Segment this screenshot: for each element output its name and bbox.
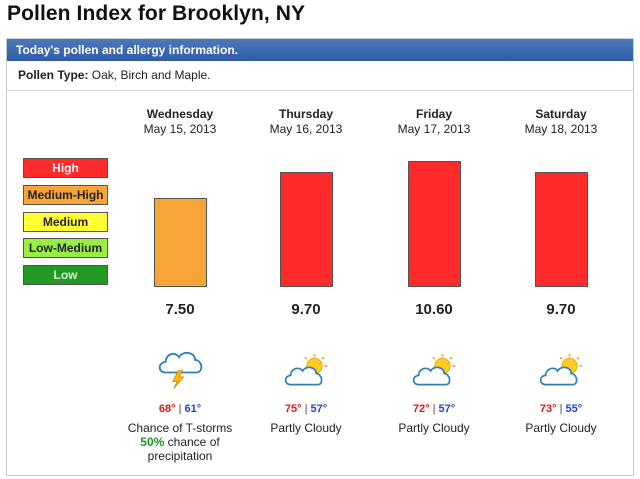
precip-text: chance of bbox=[164, 435, 220, 449]
weather-icon bbox=[537, 354, 585, 393]
legend-medium: Medium bbox=[23, 212, 108, 232]
day-header: Thursday May 16, 2013 bbox=[246, 107, 366, 136]
high-temp: 73° bbox=[539, 403, 557, 415]
condition-text: Chance of T-storms bbox=[127, 421, 233, 435]
partly-cloudy-icon bbox=[282, 354, 330, 388]
day-name: Thursday bbox=[278, 107, 333, 121]
low-temp: 61° bbox=[184, 403, 202, 415]
pollen-type-row: Pollen Type: Oak, Birch and Maple. bbox=[7, 61, 633, 91]
thunderstorm-icon bbox=[155, 347, 205, 389]
day-name: Wednesday bbox=[146, 107, 214, 121]
high-temp: 75° bbox=[284, 403, 302, 415]
legend-high: High bbox=[23, 158, 108, 178]
day-date: May 17, 2013 bbox=[397, 122, 471, 136]
day-header: Friday May 17, 2013 bbox=[374, 107, 494, 136]
temp-separator: | bbox=[432, 403, 436, 415]
weather-condition: Partly Cloudy bbox=[246, 421, 366, 435]
day-date: May 15, 2013 bbox=[143, 122, 217, 136]
weather-icon bbox=[155, 347, 205, 394]
low-temp: 57° bbox=[310, 403, 328, 415]
temperature-range: 73° | 55° bbox=[501, 403, 621, 415]
pollen-value: 10.60 bbox=[415, 301, 453, 318]
pollen-bar bbox=[407, 161, 461, 287]
weather-icon bbox=[410, 354, 458, 393]
temp-separator: | bbox=[178, 403, 182, 415]
temperature-range: 75° | 57° bbox=[246, 403, 366, 415]
precip-line-2: precipitation bbox=[147, 449, 213, 463]
pollen-type-value: Oak, Birch and Maple. bbox=[91, 68, 211, 82]
day-name: Saturday bbox=[535, 107, 587, 121]
temp-separator: | bbox=[304, 403, 308, 415]
partly-cloudy-icon bbox=[537, 354, 585, 388]
legend-medium-high: Medium-High bbox=[23, 185, 108, 205]
condition-text: Partly Cloudy bbox=[398, 421, 470, 435]
condition-text: Partly Cloudy bbox=[270, 421, 342, 435]
high-temp: 68° bbox=[158, 403, 176, 415]
legend-low-medium: Low-Medium bbox=[23, 238, 108, 258]
panel-header: Today's pollen and allergy information. bbox=[7, 39, 633, 61]
day-date: May 18, 2013 bbox=[524, 122, 598, 136]
pollen-type-label: Pollen Type: bbox=[18, 68, 89, 82]
day-date: May 16, 2013 bbox=[269, 122, 343, 136]
weather-condition: Partly Cloudy bbox=[501, 421, 621, 435]
pollen-value: 7.50 bbox=[165, 301, 195, 318]
low-temp: 57° bbox=[438, 403, 456, 415]
pollen-panel: Today's pollen and allergy information. … bbox=[6, 38, 634, 476]
temperature-range: 72° | 57° bbox=[374, 403, 494, 415]
pollen-value: 9.70 bbox=[291, 301, 321, 318]
precip-line: 50% chance of bbox=[120, 435, 240, 449]
pollen-bar bbox=[279, 172, 333, 287]
temp-separator: | bbox=[559, 403, 563, 415]
pollen-bar bbox=[153, 198, 207, 287]
low-temp: 55° bbox=[565, 403, 583, 415]
day-header: Saturday May 18, 2013 bbox=[501, 107, 621, 136]
weather-icon bbox=[282, 354, 330, 393]
day-header: Wednesday May 15, 2013 bbox=[120, 107, 240, 136]
weather-condition: Partly Cloudy bbox=[374, 421, 494, 435]
weather-condition: Chance of T-storms 50% chance of precipita… bbox=[120, 421, 240, 463]
condition-text: Partly Cloudy bbox=[525, 421, 597, 435]
temperature-range: 68° | 61° bbox=[120, 403, 240, 415]
day-name: Friday bbox=[415, 107, 452, 121]
precip-percent: 50% bbox=[140, 435, 165, 449]
pollen-value: 9.70 bbox=[546, 301, 576, 318]
page-title: Pollen Index for Brooklyn, NY bbox=[7, 2, 306, 25]
partly-cloudy-icon bbox=[410, 354, 458, 388]
high-temp: 72° bbox=[412, 403, 430, 415]
pollen-bar bbox=[534, 172, 588, 287]
legend-low: Low bbox=[23, 265, 108, 285]
